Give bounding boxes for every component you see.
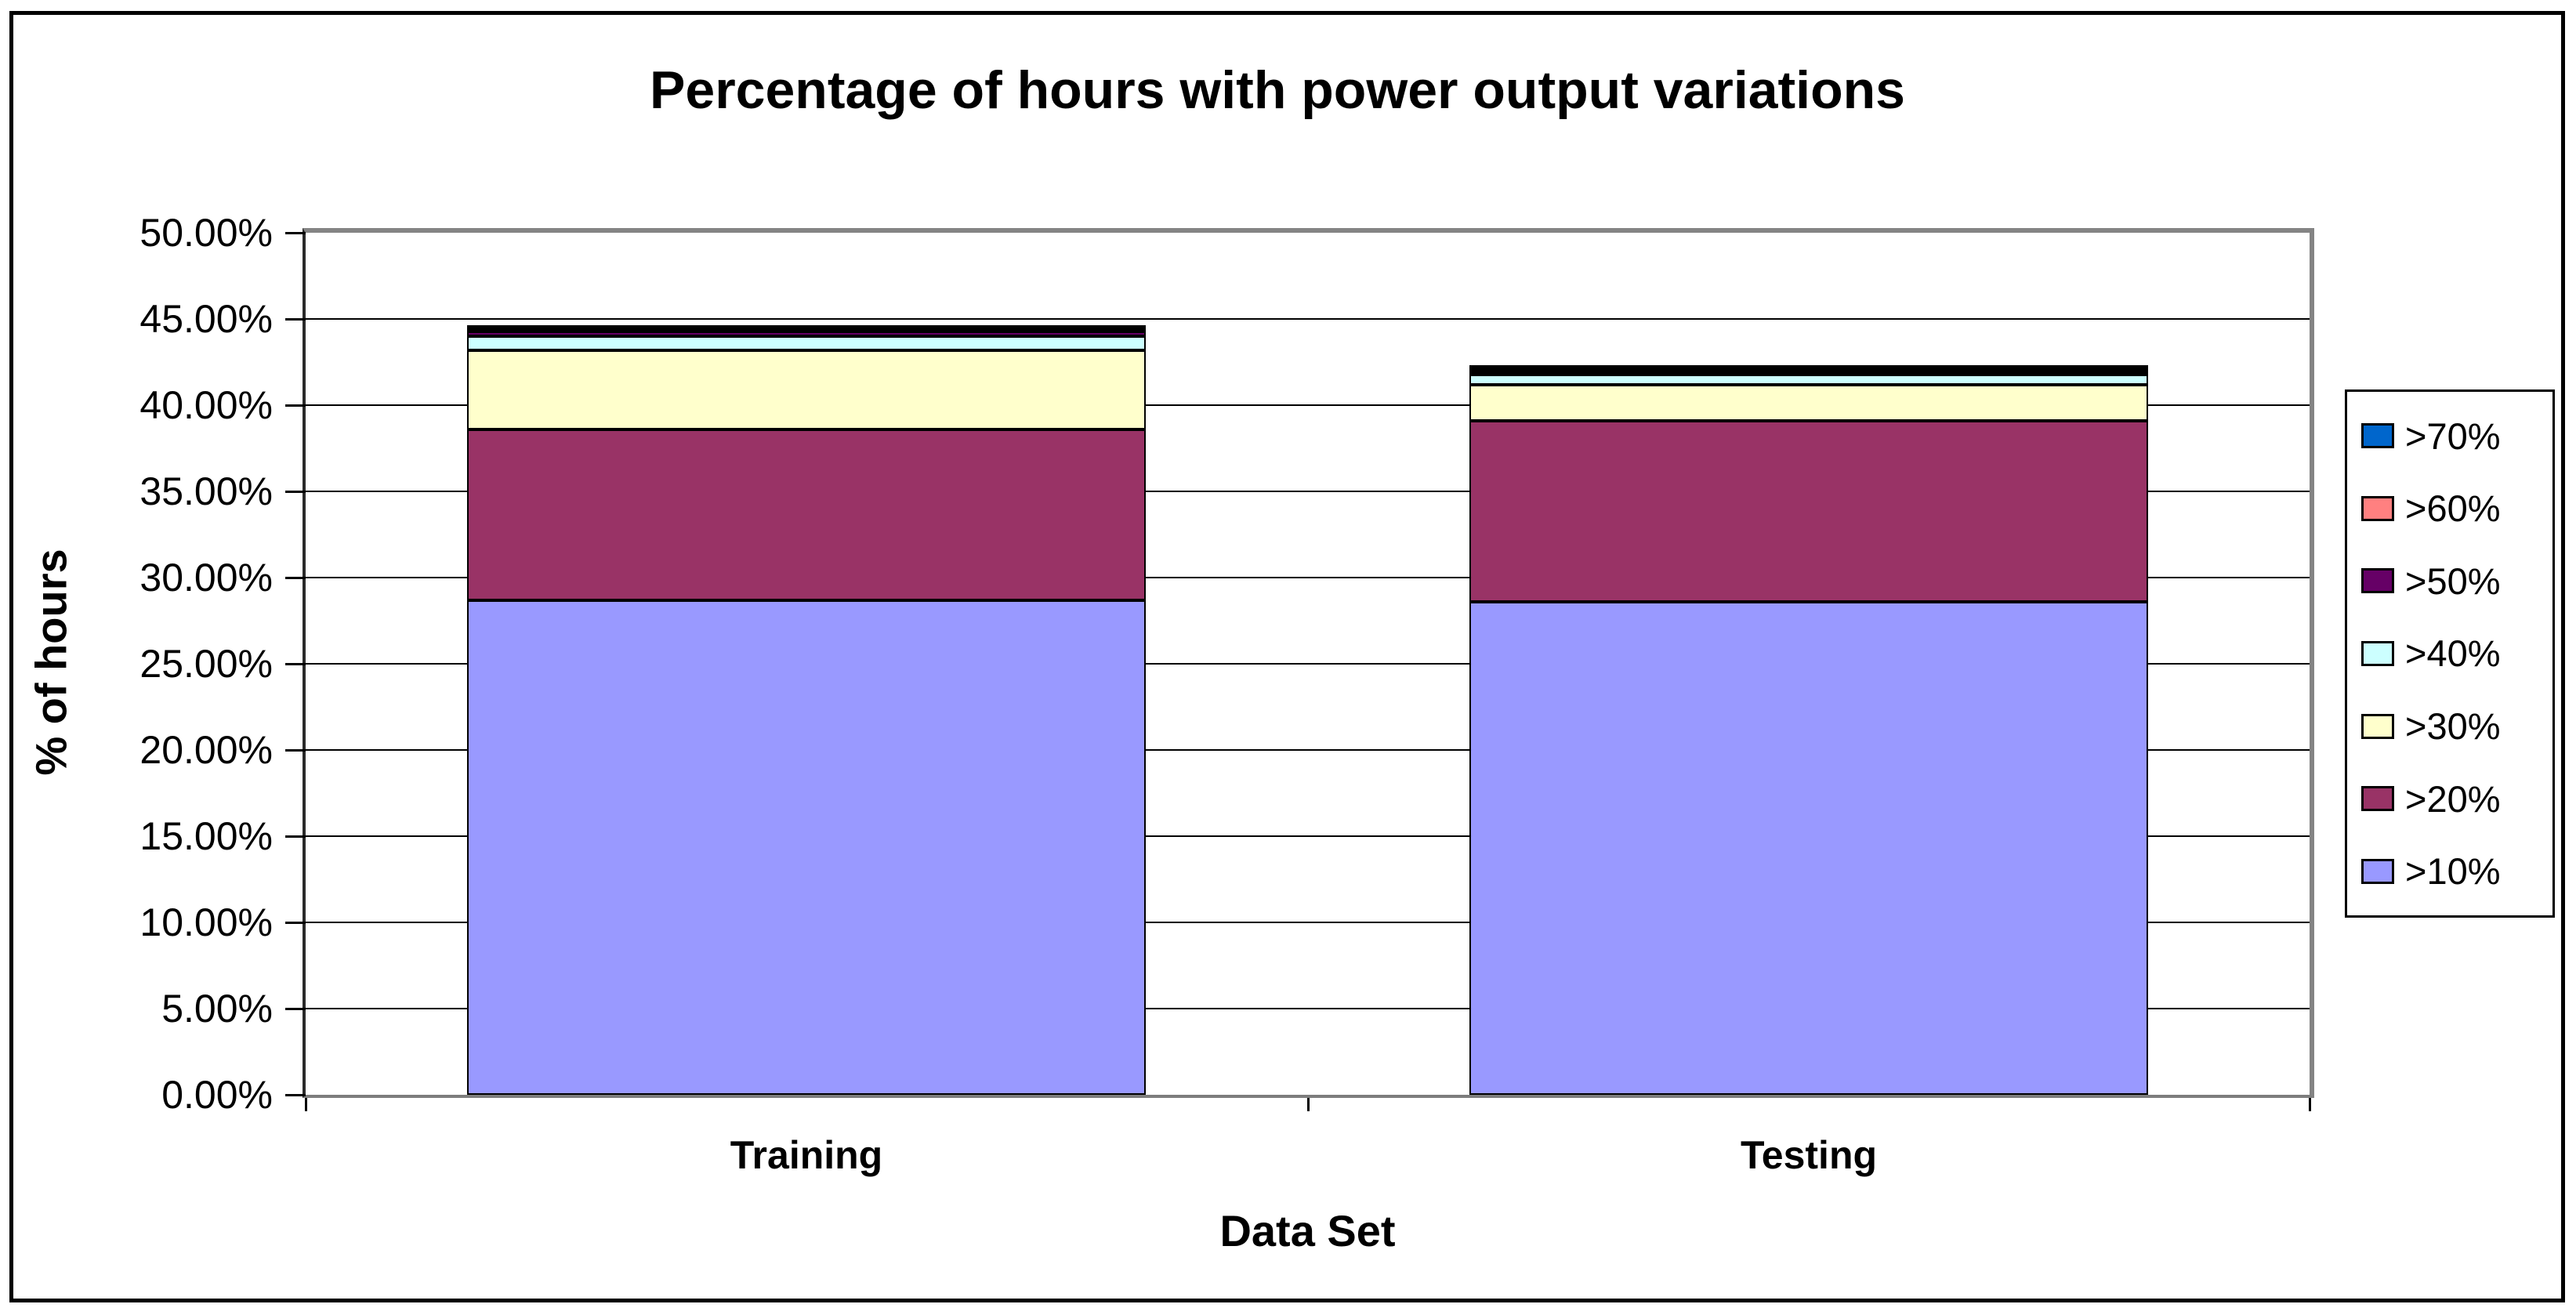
stacked-bar-testing	[1469, 365, 2148, 1095]
bar-segment-testing->50%	[1469, 371, 2148, 375]
y-tick-label: 10.00%	[139, 900, 273, 944]
legend-label: >10%	[2405, 850, 2501, 893]
gridline-20	[306, 749, 2310, 751]
y-tick-label: 30.00%	[139, 556, 273, 600]
y-tick-label: 50.00%	[139, 211, 273, 255]
legend-swatch-icon	[2361, 423, 2394, 449]
legend-swatch-icon	[2361, 495, 2394, 521]
bar-segment-training->20%	[467, 429, 1146, 600]
legend-label: >50%	[2405, 560, 2501, 602]
legend-label: >20%	[2405, 777, 2501, 820]
y-axis-tick	[285, 232, 306, 234]
plot-area: 0.00% 5.00% 10.00% 15.00% 20.00% 25.00% 30.00%…	[139, 213, 2311, 1177]
gridline-30	[306, 577, 2310, 578]
legend-label: >70%	[2405, 415, 2501, 457]
bar-segment-training->70%	[467, 325, 1146, 328]
bar-segment-testing->10%	[1469, 602, 2148, 1095]
y-tick-label: 5.00%	[161, 987, 273, 1031]
legend-label: >60%	[2405, 487, 2501, 530]
y-tick-label: 15.00%	[139, 814, 273, 858]
gridline-35	[306, 491, 2310, 492]
legend-item->70%: >70%	[2361, 415, 2552, 458]
bar-segment-training->10%	[467, 600, 1146, 1095]
bar-segment-testing->20%	[1469, 421, 2148, 602]
legend-swatch-icon	[2361, 713, 2394, 739]
y-axis-tick	[285, 835, 306, 838]
y-tick-label: 0.00%	[161, 1073, 273, 1117]
legend-label: >30%	[2405, 705, 2501, 748]
legend-item->50%: >50%	[2361, 560, 2552, 603]
y-axis-tick	[285, 318, 306, 321]
y-tick-label: 20.00%	[139, 728, 273, 772]
bar-segment-training->30%	[467, 350, 1146, 429]
legend-item->20%: >20%	[2361, 777, 2552, 821]
gridline-45	[306, 318, 2310, 320]
y-axis-tick	[285, 491, 306, 493]
x-axis-tick	[2309, 1098, 2311, 1111]
y-axis-tick	[285, 749, 306, 752]
x-axis-title: Data Set	[1219, 1206, 1396, 1255]
legend-swatch-icon	[2361, 786, 2394, 812]
bar-segment-training->50%	[467, 331, 1146, 336]
legend-item->10%: >10%	[2361, 849, 2552, 893]
legend-swatch-icon	[2361, 568, 2394, 594]
x-axis-tick	[305, 1098, 307, 1111]
bar-segment-testing->40%	[1469, 375, 2148, 385]
bar-segment-testing->60%	[1469, 368, 2148, 371]
y-axis-title: % of hours	[26, 549, 76, 776]
gridline-25	[306, 663, 2310, 665]
gridline-15	[306, 835, 2310, 837]
y-tick-label: 45.00%	[139, 297, 273, 341]
y-axis-tick	[285, 577, 306, 579]
legend: >70% >60% >50% >40% >30% >20% >10%	[2345, 389, 2555, 918]
gridline-5	[306, 1008, 2310, 1009]
gridline-10	[306, 922, 2310, 923]
y-axis-tick	[285, 1008, 306, 1010]
gridline-40	[306, 404, 2310, 406]
stacked-bar-training	[467, 325, 1146, 1095]
legend-item->40%: >40%	[2361, 632, 2552, 675]
bar-segment-testing->70%	[1469, 365, 2148, 368]
y-axis-tick	[285, 404, 306, 407]
legend-label: >40%	[2405, 632, 2501, 675]
y-axis-tick	[285, 663, 306, 665]
category-label-testing: Testing	[1740, 1133, 1878, 1177]
chart-title: Percentage of hours with power output va…	[650, 60, 1905, 120]
bar-segment-training->40%	[467, 336, 1146, 350]
bar-segment-testing->30%	[1469, 385, 2148, 421]
y-axis-tick	[285, 1094, 306, 1096]
category-label-training: Training	[730, 1133, 883, 1177]
x-axis-tick	[1307, 1098, 1310, 1111]
legend-item->60%: >60%	[2361, 487, 2552, 530]
bar-segment-training->60%	[467, 328, 1146, 331]
y-axis-tick	[285, 922, 306, 924]
y-tick-label: 25.00%	[139, 642, 273, 686]
legend-swatch-icon	[2361, 858, 2394, 884]
legend-swatch-icon	[2361, 640, 2394, 666]
y-tick-label: 40.00%	[139, 383, 273, 427]
legend-item->30%: >30%	[2361, 705, 2552, 748]
y-tick-label: 35.00%	[139, 469, 273, 513]
